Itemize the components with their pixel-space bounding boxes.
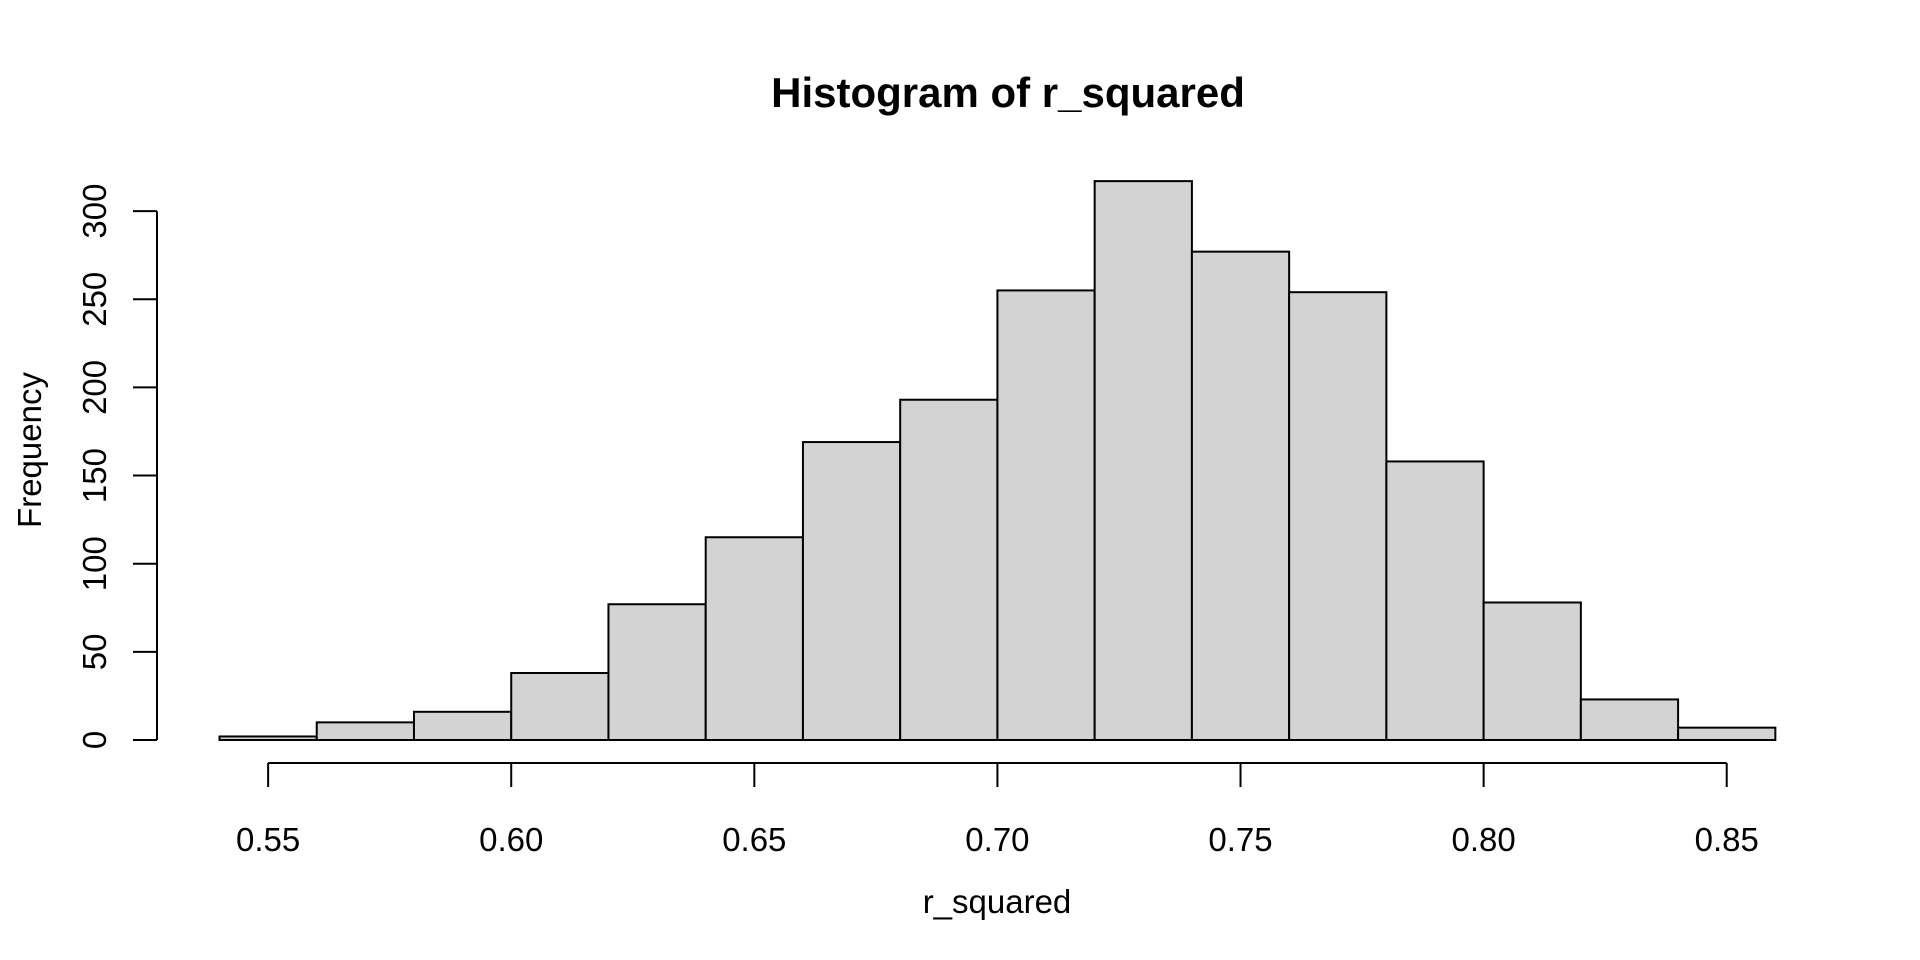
y-tick-label: 50 [76,633,113,670]
histogram-bar [412,710,513,741]
x-tick-label: 0.65 [722,821,786,858]
y-tick-label: 300 [76,184,113,239]
histogram-bar [1190,250,1291,742]
x-tick-label: 0.70 [965,821,1029,858]
x-tick-label: 0.60 [479,821,543,858]
bars-group [218,180,1777,742]
histogram-bar [218,735,318,741]
histogram-bar [315,721,415,741]
histogram-bar [1482,601,1582,742]
y-tick-label: 250 [76,272,113,327]
x-tick-label: 0.85 [1695,821,1759,858]
y-tick-label: 0 [76,731,113,749]
y-tick-label: 200 [76,360,113,415]
y-axis-title: Frequency [11,372,48,528]
axes-group: 0 50 100 150 200 250 300 0.55 0.60 0.65 0.70 0.75 0.… [76,184,1759,858]
x-tick-label: 0.80 [1452,821,1516,858]
histogram-bar [1093,180,1193,741]
y-tick-label: 150 [76,448,113,503]
x-tick-label: 0.75 [1208,821,1272,858]
histogram-bar [1677,726,1777,741]
x-tick-label: 0.55 [236,821,300,858]
chart-title: Histogram of r_squared [771,69,1245,116]
histogram-bar [899,398,999,741]
histogram-bar [510,672,610,741]
histogram-bar [704,536,804,741]
histogram-bar [801,441,902,741]
histogram-bar [607,603,707,742]
histogram-bar [996,289,1096,741]
histogram-bar [1385,460,1485,741]
histogram-bar [1579,698,1680,741]
histogram-bar [1288,291,1388,741]
x-axis-title: r_squared [923,883,1072,920]
y-tick-label: 100 [76,536,113,591]
